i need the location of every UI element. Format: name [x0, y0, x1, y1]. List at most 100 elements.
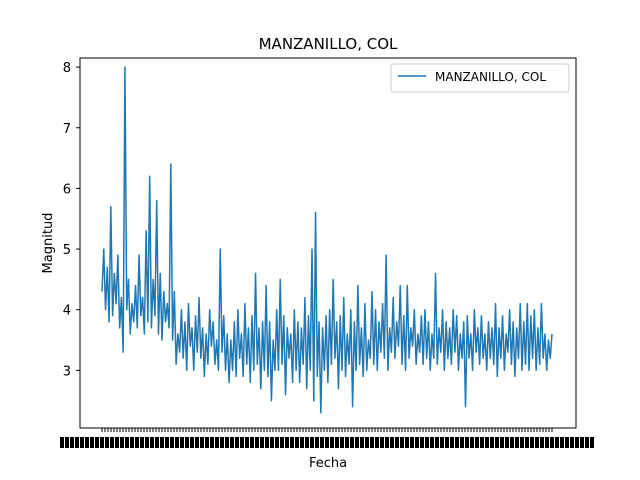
legend-label: MANZANILLO, COL [435, 70, 546, 84]
x-tick-label [250, 437, 254, 448]
x-tick-label [75, 437, 79, 448]
x-tick-label [355, 437, 359, 448]
x-tick-label [65, 437, 69, 448]
x-tick-label [210, 437, 214, 448]
x-tick-label [345, 437, 349, 448]
x-tick-label [80, 437, 84, 448]
x-tick-label [425, 437, 429, 448]
x-tick-label [420, 437, 424, 448]
x-tick-label [570, 437, 574, 448]
legend: MANZANILLO, COL [390, 63, 570, 93]
x-tick-label [255, 437, 259, 448]
x-axis-title: Fecha [309, 456, 347, 471]
x-tick-label [240, 437, 244, 448]
y-tick-label: 5 [63, 243, 71, 258]
x-tick-label [185, 437, 189, 448]
x-tick-label [60, 437, 64, 448]
x-tick-label [565, 437, 569, 448]
x-tick-label [315, 437, 319, 448]
x-tick-label [365, 437, 369, 448]
x-tick-label [445, 437, 449, 448]
x-tick-label [370, 437, 374, 448]
x-tick-label [280, 437, 284, 448]
x-tick-label [525, 437, 529, 448]
x-tick-label [405, 437, 409, 448]
x-tick-label [225, 437, 229, 448]
x-tick-label [575, 437, 579, 448]
x-tick-label [175, 437, 179, 448]
x-tick-label [275, 437, 279, 448]
x-tick-label [270, 437, 274, 448]
x-tick-label [475, 437, 479, 448]
x-tick-label [590, 437, 594, 448]
x-tick-label [500, 437, 504, 448]
x-tick-label [160, 437, 164, 448]
x-tick-label [505, 437, 509, 448]
x-tick-label [300, 437, 304, 448]
x-tick-label [90, 437, 94, 448]
x-tick-label [120, 437, 124, 448]
legend-box [390, 63, 570, 93]
x-tick-label [520, 437, 524, 448]
x-tick-label [415, 437, 419, 448]
x-tick-label [305, 437, 309, 448]
x-tick-label [105, 437, 109, 448]
x-tick-label [395, 437, 399, 448]
chart-title: MANZANILLO, COL [259, 35, 398, 53]
x-tick-label [195, 437, 199, 448]
x-tick-label [200, 437, 204, 448]
x-tick-label [435, 437, 439, 448]
x-tick-label [320, 437, 324, 448]
x-tick-label [125, 437, 129, 448]
x-tick-label [460, 437, 464, 448]
x-tick-label [495, 437, 499, 448]
x-tick-label [560, 437, 564, 448]
x-tick-label [390, 437, 394, 448]
y-tick-label: 3 [63, 364, 71, 379]
x-tick-label [135, 437, 139, 448]
x-tick-label [290, 437, 294, 448]
x-tick-label [235, 437, 239, 448]
x-tick-label [110, 437, 114, 448]
x-tick-label [540, 437, 544, 448]
x-tick-label [190, 437, 194, 448]
x-tick-label [440, 437, 444, 448]
x-tick-label [150, 437, 154, 448]
x-tick-label [400, 437, 404, 448]
x-tick-label [180, 437, 184, 448]
x-tick-label [245, 437, 249, 448]
x-tick-label [215, 437, 219, 448]
y-tick-label: 6 [63, 182, 71, 197]
x-tick-label [265, 437, 269, 448]
y-axis-ticks: 3 4 5 6 7 8 [63, 61, 80, 379]
x-tick-label [350, 437, 354, 448]
x-tick-label [155, 437, 159, 448]
x-tick-label [385, 437, 389, 448]
x-tick-label [285, 437, 289, 448]
x-tick-label [140, 437, 144, 448]
x-tick-label [130, 437, 134, 448]
x-tick-label [325, 437, 329, 448]
x-tick-label [145, 437, 149, 448]
x-tick-label [410, 437, 414, 448]
x-tick-label [205, 437, 209, 448]
x-tick-label [85, 437, 89, 448]
x-tick-label [170, 437, 174, 448]
x-tick-label [70, 437, 74, 448]
x-tick-label [360, 437, 364, 448]
x-tick-label [230, 437, 234, 448]
x-tick-label [330, 437, 334, 448]
x-tick-label [480, 437, 484, 448]
y-tick-label: 4 [63, 304, 71, 319]
y-tick-label: 7 [63, 122, 71, 137]
x-tick-label [545, 437, 549, 448]
y-axis-title: Magnitud [41, 213, 56, 274]
x-tick-label [450, 437, 454, 448]
y-tick-label: 8 [63, 61, 71, 76]
x-tick-label [375, 437, 379, 448]
x-tick-label [380, 437, 384, 448]
x-tick-label [580, 437, 584, 448]
x-tick-label [465, 437, 469, 448]
x-tick-label [295, 437, 299, 448]
